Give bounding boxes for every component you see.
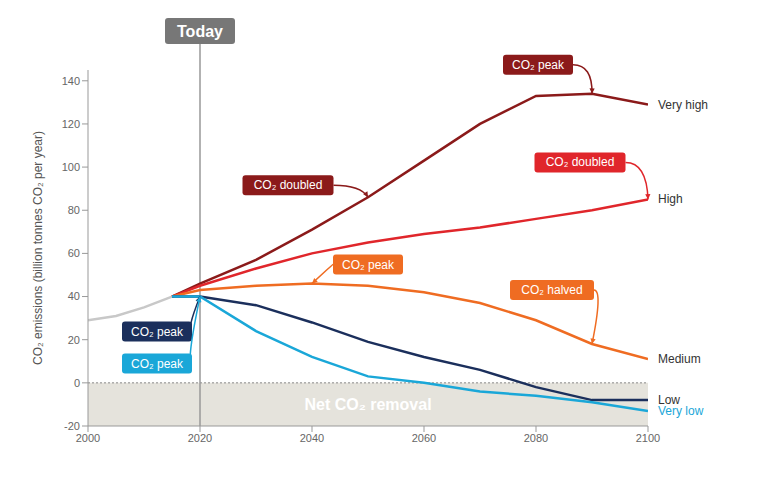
svg-text:2040: 2040	[300, 432, 324, 444]
svg-text:CO₂ halved: CO₂ halved	[521, 283, 582, 297]
svg-text:Very low: Very low	[658, 404, 704, 418]
svg-text:80: 80	[68, 204, 80, 216]
svg-text:20: 20	[68, 334, 80, 346]
svg-text:2000: 2000	[76, 432, 100, 444]
svg-text:High: High	[658, 192, 683, 206]
svg-text:Net CO₂ removal: Net CO₂ removal	[304, 396, 431, 413]
svg-text:Medium: Medium	[658, 352, 701, 366]
svg-text:2100: 2100	[636, 432, 660, 444]
svg-text:2020: 2020	[188, 432, 212, 444]
svg-text:Today: Today	[177, 23, 223, 40]
svg-text:120: 120	[62, 118, 80, 130]
svg-text:40: 40	[68, 290, 80, 302]
svg-text:100: 100	[62, 161, 80, 173]
svg-text:-20: -20	[64, 420, 80, 432]
svg-text:Very high: Very high	[658, 98, 708, 112]
svg-text:CO₂ doubled: CO₂ doubled	[254, 178, 323, 192]
svg-text:Low: Low	[658, 393, 680, 408]
svg-text:CO₂ peak: CO₂ peak	[512, 58, 565, 72]
svg-text:0: 0	[74, 377, 80, 389]
svg-text:2060: 2060	[412, 432, 436, 444]
svg-text:2080: 2080	[524, 432, 548, 444]
svg-text:CO₂ doubled: CO₂ doubled	[546, 155, 615, 169]
svg-text:CO₂ peak: CO₂ peak	[342, 258, 395, 272]
svg-text:CO₂ emissions (billion tonnes: CO₂ emissions (billion tonnes CO₂ per ye…	[31, 131, 45, 365]
svg-text:60: 60	[68, 247, 80, 259]
svg-text:CO₂ peak: CO₂ peak	[131, 325, 184, 339]
svg-text:140: 140	[62, 75, 80, 87]
svg-text:CO₂ peak: CO₂ peak	[131, 357, 184, 371]
